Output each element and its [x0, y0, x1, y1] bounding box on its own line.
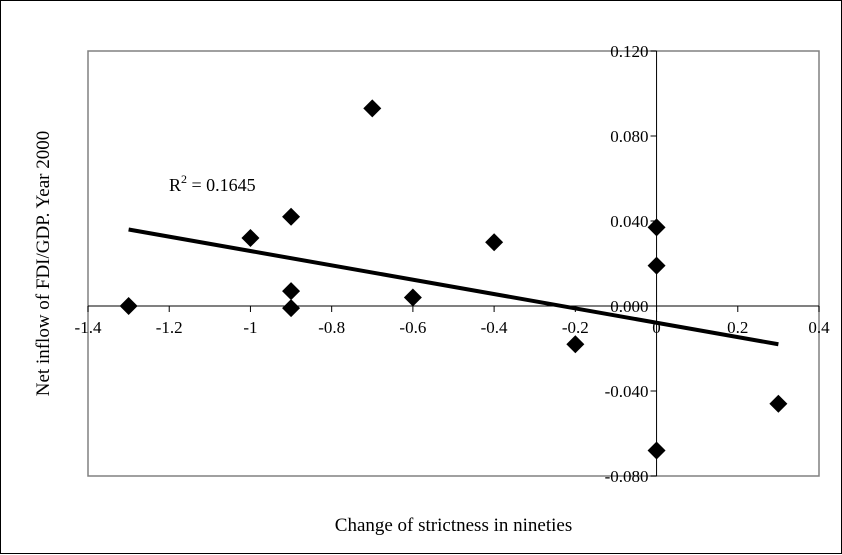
data-point — [647, 218, 666, 237]
data-point — [769, 394, 788, 413]
x-tick-label: -0.2 — [562, 318, 589, 337]
r-squared-value: = 0.1645 — [187, 175, 256, 195]
x-tick-label: -0.8 — [318, 318, 345, 337]
axes — [88, 51, 819, 476]
x-tick-label: -1.4 — [75, 318, 102, 337]
y-tick-label: 0.080 — [610, 127, 648, 146]
trendline-group — [128, 227, 779, 347]
data-point — [241, 229, 260, 247]
x-ticks: -1.4 -1.2 -1 -0.8 -0.6 -0.4 -0.2 0 0.2 0.4 — [75, 306, 830, 337]
r-squared-superscript: 2 — [181, 172, 187, 186]
y-tick-label: 0.000 — [610, 297, 648, 316]
data-point — [566, 335, 585, 354]
data-point — [119, 297, 138, 315]
x-tick-label: -0.4 — [481, 318, 508, 337]
data-points — [119, 99, 788, 460]
x-tick-label: -1.2 — [156, 318, 183, 337]
data-point — [647, 256, 666, 275]
data-point — [647, 441, 666, 460]
y-tick-label: -0.040 — [605, 382, 649, 401]
x-tick-label: 0.4 — [808, 318, 830, 337]
x-tick-label: 0.2 — [727, 318, 748, 337]
x-tick-label: -0.6 — [399, 318, 426, 337]
x-axis-title: Change of strictness in nineties — [335, 515, 572, 536]
y-ticks: -0.080 -0.040 0.000 0.040 0.080 0.120 — [605, 42, 657, 486]
data-point — [282, 207, 301, 226]
trendline — [128, 227, 779, 347]
data-point — [485, 233, 504, 252]
data-point — [403, 288, 422, 307]
data-point — [282, 299, 301, 318]
y-tick-label: -0.080 — [605, 467, 649, 486]
y-axis-title: Net inflow of FDI/GDP. Year 2000 — [33, 131, 54, 396]
data-point — [363, 99, 382, 118]
x-tick-label: 0 — [652, 318, 661, 337]
y-tick-label: 0.120 — [610, 42, 648, 61]
r-squared-annotation: R2 = 0.1645 — [169, 172, 256, 195]
y-tick-label: 0.040 — [610, 212, 648, 231]
x-tick-label: -1 — [243, 318, 257, 337]
data-point — [282, 282, 301, 301]
plot-area-border — [87, 50, 820, 477]
r-squared-base: R — [169, 175, 181, 195]
